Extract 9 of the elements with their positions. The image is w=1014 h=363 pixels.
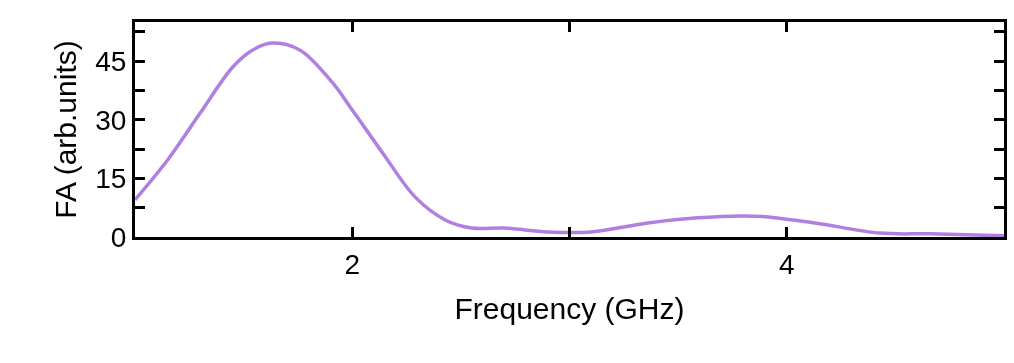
y-tick-label: 0 (110, 221, 127, 253)
y-axis-title: FA (arb.units) (49, 40, 83, 219)
y-tick-label: 15 (95, 163, 127, 195)
line-series (135, 41, 1004, 237)
x-axis-title: Frequency (GHz) (454, 292, 685, 326)
x-tick-label: 4 (778, 248, 795, 280)
x-tick-label: 2 (344, 248, 361, 280)
y-tick-label: 30 (95, 104, 127, 136)
y-tick-label: 45 (95, 45, 127, 77)
